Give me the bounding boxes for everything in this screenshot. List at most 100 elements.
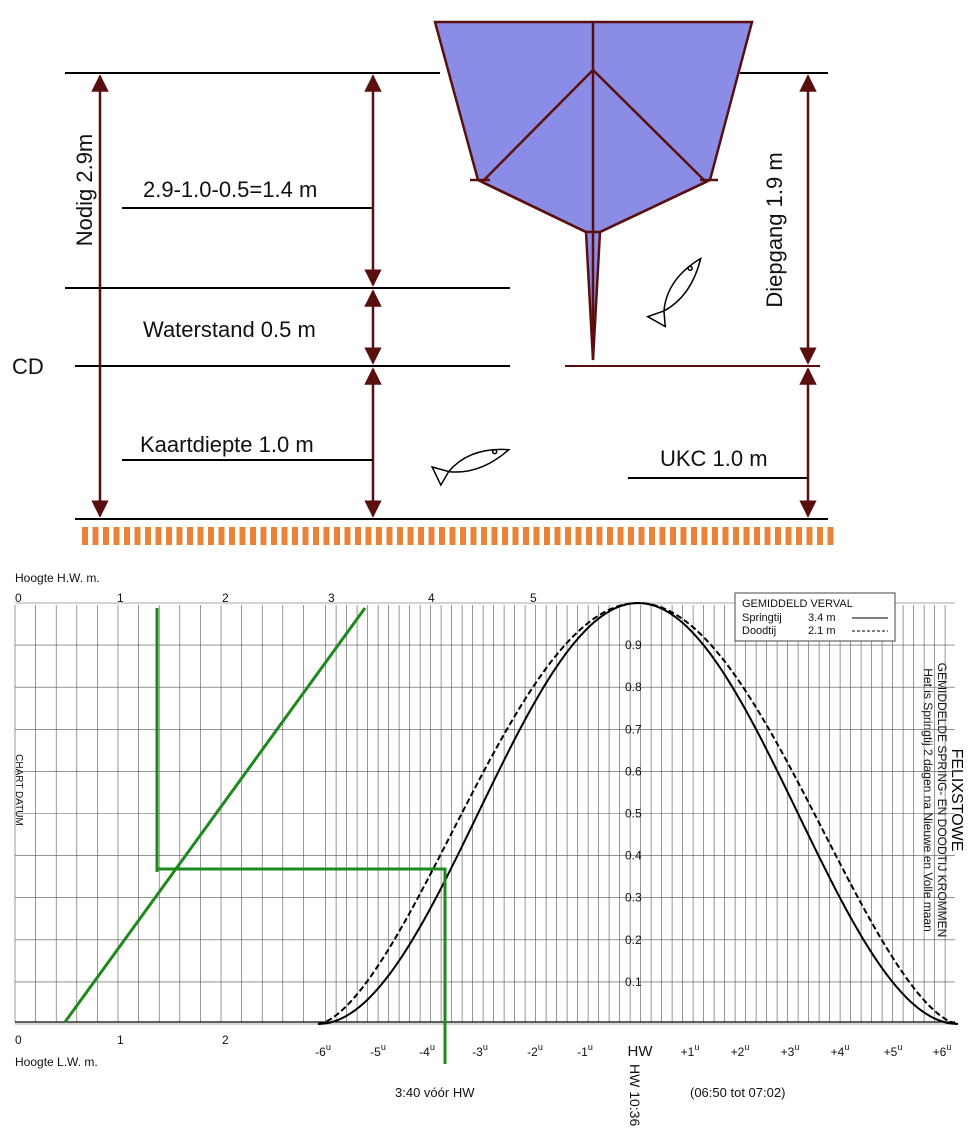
seabed-block bbox=[103, 527, 109, 545]
hour-sup: u bbox=[744, 1042, 749, 1052]
seabed-block bbox=[544, 527, 550, 545]
legend-name: Springtij bbox=[742, 612, 782, 624]
hour-tick-label: +3u bbox=[781, 1042, 800, 1059]
seabed-block bbox=[166, 527, 172, 545]
seabed-block bbox=[764, 527, 771, 545]
note: Het is Springtij 2 dagen na Nieuwe en Vo… bbox=[921, 668, 935, 932]
seabed-block bbox=[607, 527, 613, 545]
seabed-block bbox=[355, 527, 361, 545]
legend-name: Doodtij bbox=[742, 625, 776, 637]
seabed-block bbox=[817, 527, 823, 545]
hour-sup: u bbox=[897, 1042, 902, 1052]
seabed-block bbox=[712, 527, 718, 545]
seabed-block bbox=[113, 527, 120, 545]
legend: GEMIDDELD VERVAL Springtij 3.4 m Doodtij 2.1… bbox=[734, 592, 896, 642]
seabed-block bbox=[155, 527, 162, 545]
draught-section: 2.9-1.0-0.5=1.4 m Waterstand 0.5 m CD Ka… bbox=[12, 20, 834, 545]
hour-sup: u bbox=[794, 1042, 799, 1052]
hw-time: HW 10:36 bbox=[627, 1064, 643, 1126]
seabed-block bbox=[491, 527, 498, 545]
seabed-block bbox=[670, 527, 676, 545]
seabed-block bbox=[197, 527, 204, 545]
hour-text: -4 bbox=[419, 1045, 430, 1059]
ukc-label: UKC 1.0 m bbox=[660, 446, 768, 471]
legend-box bbox=[734, 592, 896, 642]
lw-axis-title: Hoogte L.W. m. bbox=[15, 1055, 98, 1069]
datum-axis-label: CHART DATUM bbox=[13, 754, 24, 826]
factor-tick-label: 0.8 bbox=[625, 680, 642, 694]
hour-sup: u bbox=[694, 1042, 699, 1052]
seabed-block bbox=[754, 527, 760, 545]
hour-tick-label: +1u bbox=[681, 1042, 700, 1059]
hw-tick-label: 1 bbox=[117, 591, 124, 605]
hour-sup: u bbox=[483, 1042, 488, 1052]
lw-tick-label: 0 bbox=[15, 1033, 22, 1047]
seabed bbox=[82, 527, 834, 545]
hour-text: -5 bbox=[370, 1045, 381, 1059]
datum-label: CD bbox=[12, 354, 44, 379]
seabed-block bbox=[649, 527, 655, 545]
seabed-block bbox=[827, 527, 834, 545]
seabed-block bbox=[575, 527, 582, 545]
hour-tick-label: -3u bbox=[472, 1042, 488, 1059]
seabed-block bbox=[407, 527, 414, 545]
seabed-block bbox=[344, 527, 351, 545]
seabed-block bbox=[439, 527, 445, 545]
legend-value: 2.1 m bbox=[808, 625, 836, 637]
required-label: Nodig 2.9m bbox=[72, 134, 97, 247]
seabed-block bbox=[239, 527, 246, 545]
hour-text: -3 bbox=[472, 1045, 483, 1059]
seabed-block bbox=[449, 527, 456, 545]
hour-text: +6 bbox=[933, 1045, 947, 1059]
seabed-block bbox=[775, 527, 781, 545]
hour-text: -1 bbox=[577, 1045, 588, 1059]
hour-tick-label: +5u bbox=[884, 1042, 903, 1059]
seabed-block bbox=[386, 527, 393, 545]
factor-tick-label: 0.9 bbox=[625, 638, 642, 652]
seabed-block bbox=[617, 527, 624, 545]
seabed-block bbox=[680, 527, 687, 545]
port-title: FELIXSTOWE bbox=[948, 749, 965, 852]
seabed-block bbox=[250, 527, 256, 545]
hw-tick-label: 5 bbox=[530, 591, 537, 605]
construction-line bbox=[63, 607, 447, 1064]
hour-text: +1 bbox=[681, 1045, 695, 1059]
hour-tick-label: -6u bbox=[315, 1042, 331, 1059]
seabed-block bbox=[365, 527, 372, 545]
hour-text: HW bbox=[628, 1043, 654, 1060]
seabed-block bbox=[323, 527, 330, 545]
seabed-block bbox=[785, 527, 792, 545]
seabed-block bbox=[470, 527, 477, 545]
seabed-block bbox=[218, 527, 225, 545]
hw-tick-label: 0 bbox=[15, 591, 22, 605]
hw-tick-label: 3 bbox=[328, 591, 335, 605]
seabed-block bbox=[376, 527, 382, 545]
seabed-block bbox=[92, 527, 99, 545]
seabed-block bbox=[565, 527, 571, 545]
tide-chart: Hoogte H.W. m. Hoogte L.W. m. CHART DATU… bbox=[13, 571, 965, 1126]
hour-sup: u bbox=[588, 1042, 593, 1052]
factor-tick-label: 0.5 bbox=[625, 807, 642, 821]
hour-text: +3 bbox=[781, 1045, 795, 1059]
seabed-block bbox=[397, 527, 403, 545]
seabed-block bbox=[722, 527, 729, 545]
hour-tick-label: -5u bbox=[370, 1042, 386, 1059]
hw-tick-label: 2 bbox=[222, 591, 229, 605]
seabed-block bbox=[596, 527, 603, 545]
water-level-label: Waterstand 0.5 m bbox=[143, 317, 316, 342]
seabed-block bbox=[533, 527, 540, 545]
seabed-block bbox=[806, 527, 813, 545]
factor-tick-label: 0.4 bbox=[625, 849, 642, 863]
hour-sup: u bbox=[946, 1042, 951, 1052]
neap-curve bbox=[317, 601, 959, 1025]
factor-tick-label: 0.3 bbox=[625, 891, 642, 905]
seabed-block bbox=[481, 527, 487, 545]
hour-text: +2 bbox=[731, 1045, 745, 1059]
seabed-block bbox=[292, 527, 298, 545]
seabed-block bbox=[638, 527, 645, 545]
hour-tick-label: +6u bbox=[933, 1042, 952, 1059]
factor-tick-label: 0.1 bbox=[625, 975, 642, 989]
hour-sup: u bbox=[381, 1042, 386, 1052]
seabed-block bbox=[628, 527, 634, 545]
